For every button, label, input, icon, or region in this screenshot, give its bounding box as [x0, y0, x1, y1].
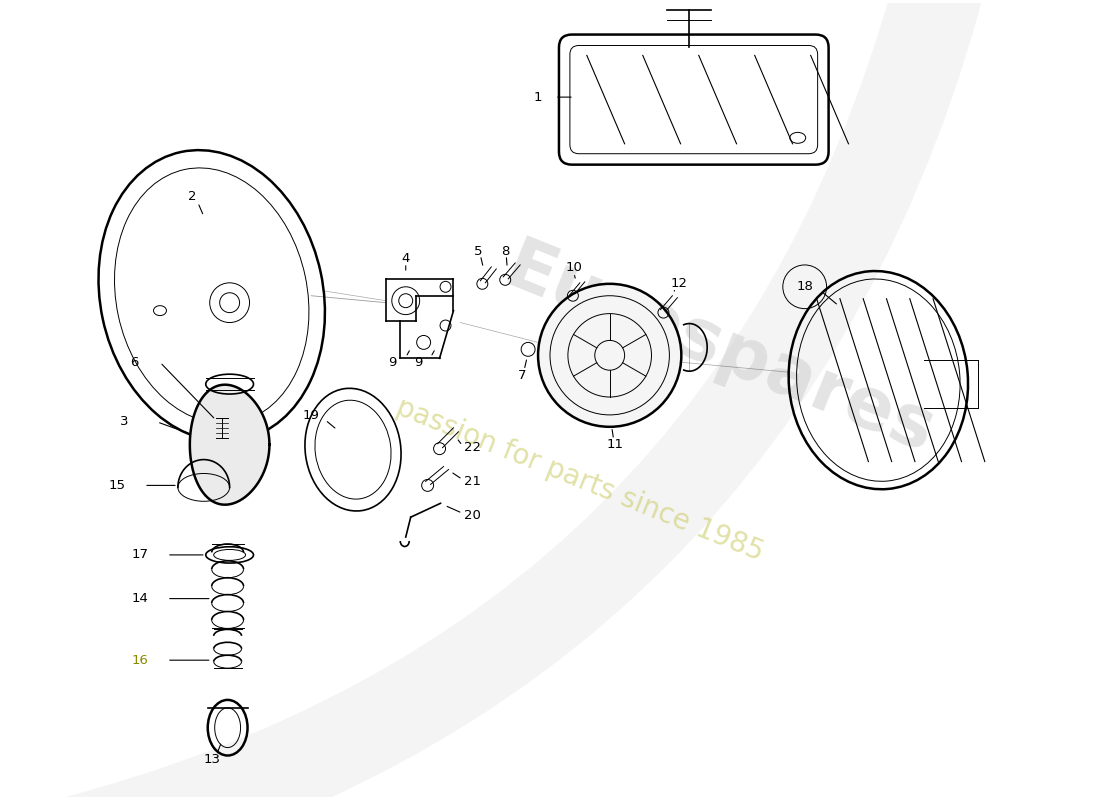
FancyArrowPatch shape	[55, 0, 947, 800]
Text: 17: 17	[132, 549, 148, 562]
Text: 21: 21	[464, 475, 481, 488]
Text: 4: 4	[402, 253, 410, 266]
Text: 8: 8	[500, 245, 509, 258]
Text: Eurospares: Eurospares	[494, 233, 944, 468]
Text: passion for parts since 1985: passion for parts since 1985	[392, 393, 768, 566]
Text: 22: 22	[464, 441, 481, 454]
Text: 13: 13	[204, 753, 220, 766]
Ellipse shape	[538, 284, 681, 427]
Text: 5: 5	[474, 245, 483, 258]
Text: 2: 2	[188, 190, 196, 203]
Text: 9: 9	[415, 356, 422, 369]
Text: 18: 18	[796, 280, 813, 294]
Text: 11: 11	[606, 438, 624, 451]
Text: 15: 15	[109, 479, 125, 492]
Text: 1: 1	[534, 90, 542, 104]
Text: 7: 7	[518, 369, 527, 382]
Text: 20: 20	[464, 509, 481, 522]
Text: 3: 3	[120, 415, 129, 428]
Text: 9: 9	[388, 356, 397, 369]
Text: 12: 12	[671, 278, 688, 290]
Text: 10: 10	[565, 262, 582, 274]
Text: 16: 16	[132, 654, 148, 666]
Polygon shape	[190, 385, 270, 505]
Text: 19: 19	[302, 410, 320, 422]
Text: 6: 6	[130, 356, 139, 369]
Text: 14: 14	[132, 592, 148, 605]
